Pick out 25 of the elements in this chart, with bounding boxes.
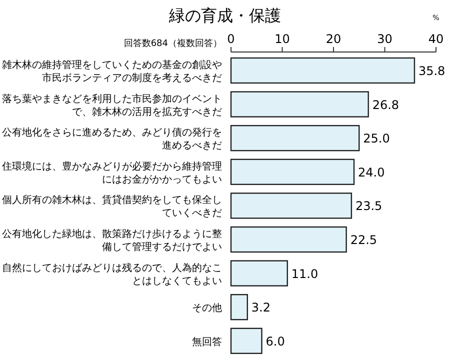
category-label: 雑木林の維持管理をしていくための基金の創設や市民ボランティアの制度を考えるべきだ	[2, 60, 222, 84]
category-label: 個人所有の雑木林は、賃貸借契約をしても保全していくべきだ	[2, 195, 222, 220]
data-label: 3.2	[251, 300, 270, 315]
annotation: 回答数684（複数回答）	[124, 39, 222, 49]
data-label: 24.0	[358, 165, 385, 180]
x-tick-label: 30	[377, 32, 392, 46]
x-tick-label: 10	[274, 32, 290, 46]
data-label: 23.5	[355, 199, 382, 214]
title: 緑の育成・保護	[169, 6, 281, 25]
category-label: その他	[192, 303, 222, 314]
category-label: 公有地化した緑地は、散策路だけ歩けるように整備して管理するだけでよい	[2, 229, 222, 253]
category-label: 無回答	[192, 336, 222, 348]
category-label: 公有地化をさらに進めるため、みどり債の発行を進めるべきだ	[2, 128, 222, 152]
category-label: 自然にしておけばみどりは残るので、人為的なことはしなくてもよい	[2, 262, 222, 287]
data-label: 22.5	[350, 233, 378, 247]
data-label: 6.0	[266, 334, 285, 348]
category-label: 住環境には、豊かなみどりが必要だから維持管理にはお金がかかってもよい	[2, 161, 222, 186]
data-label: 35.8	[418, 64, 446, 78]
x-tick-label: 0	[227, 32, 235, 46]
data-label: 26.8	[372, 98, 400, 112]
data-label: 11.0	[291, 266, 318, 281]
category-label: 落ち葉やまきなどを利用した市民参加のイベントで、雑木林の活用を拡充すべきだ	[2, 94, 222, 118]
x-tick-label: 20	[326, 32, 342, 46]
x-tick-label: 40	[428, 32, 444, 46]
data-label: 25.0	[363, 132, 390, 146]
